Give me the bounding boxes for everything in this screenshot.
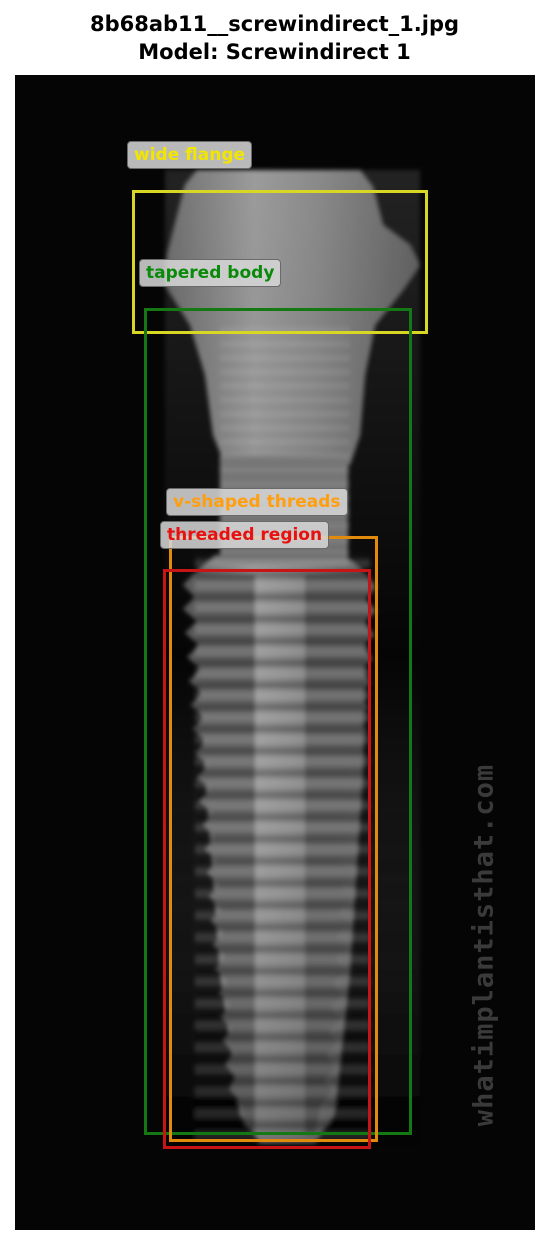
tapered-body-label: tapered body bbox=[139, 259, 282, 287]
v-shaped-threads-label: v-shaped threads bbox=[166, 488, 348, 516]
figure-title: 8b68ab11__screwindirect_1.jpg Model: Scr… bbox=[0, 10, 549, 66]
threaded-region-box bbox=[163, 569, 371, 1149]
xray-image: wide flange tapered body v-shaped thread… bbox=[15, 75, 535, 1230]
tapered-body-box bbox=[144, 308, 412, 1135]
wide-flange-label: wide flange bbox=[127, 141, 253, 169]
watermark-text: whatimplantisthat.com bbox=[468, 763, 500, 1127]
wide-flange-box bbox=[132, 190, 428, 334]
threaded-region-label: threaded region bbox=[160, 521, 330, 549]
title-model: Model: Screwindirect 1 bbox=[138, 40, 411, 64]
title-filename: 8b68ab11__screwindirect_1.jpg bbox=[89, 12, 460, 36]
